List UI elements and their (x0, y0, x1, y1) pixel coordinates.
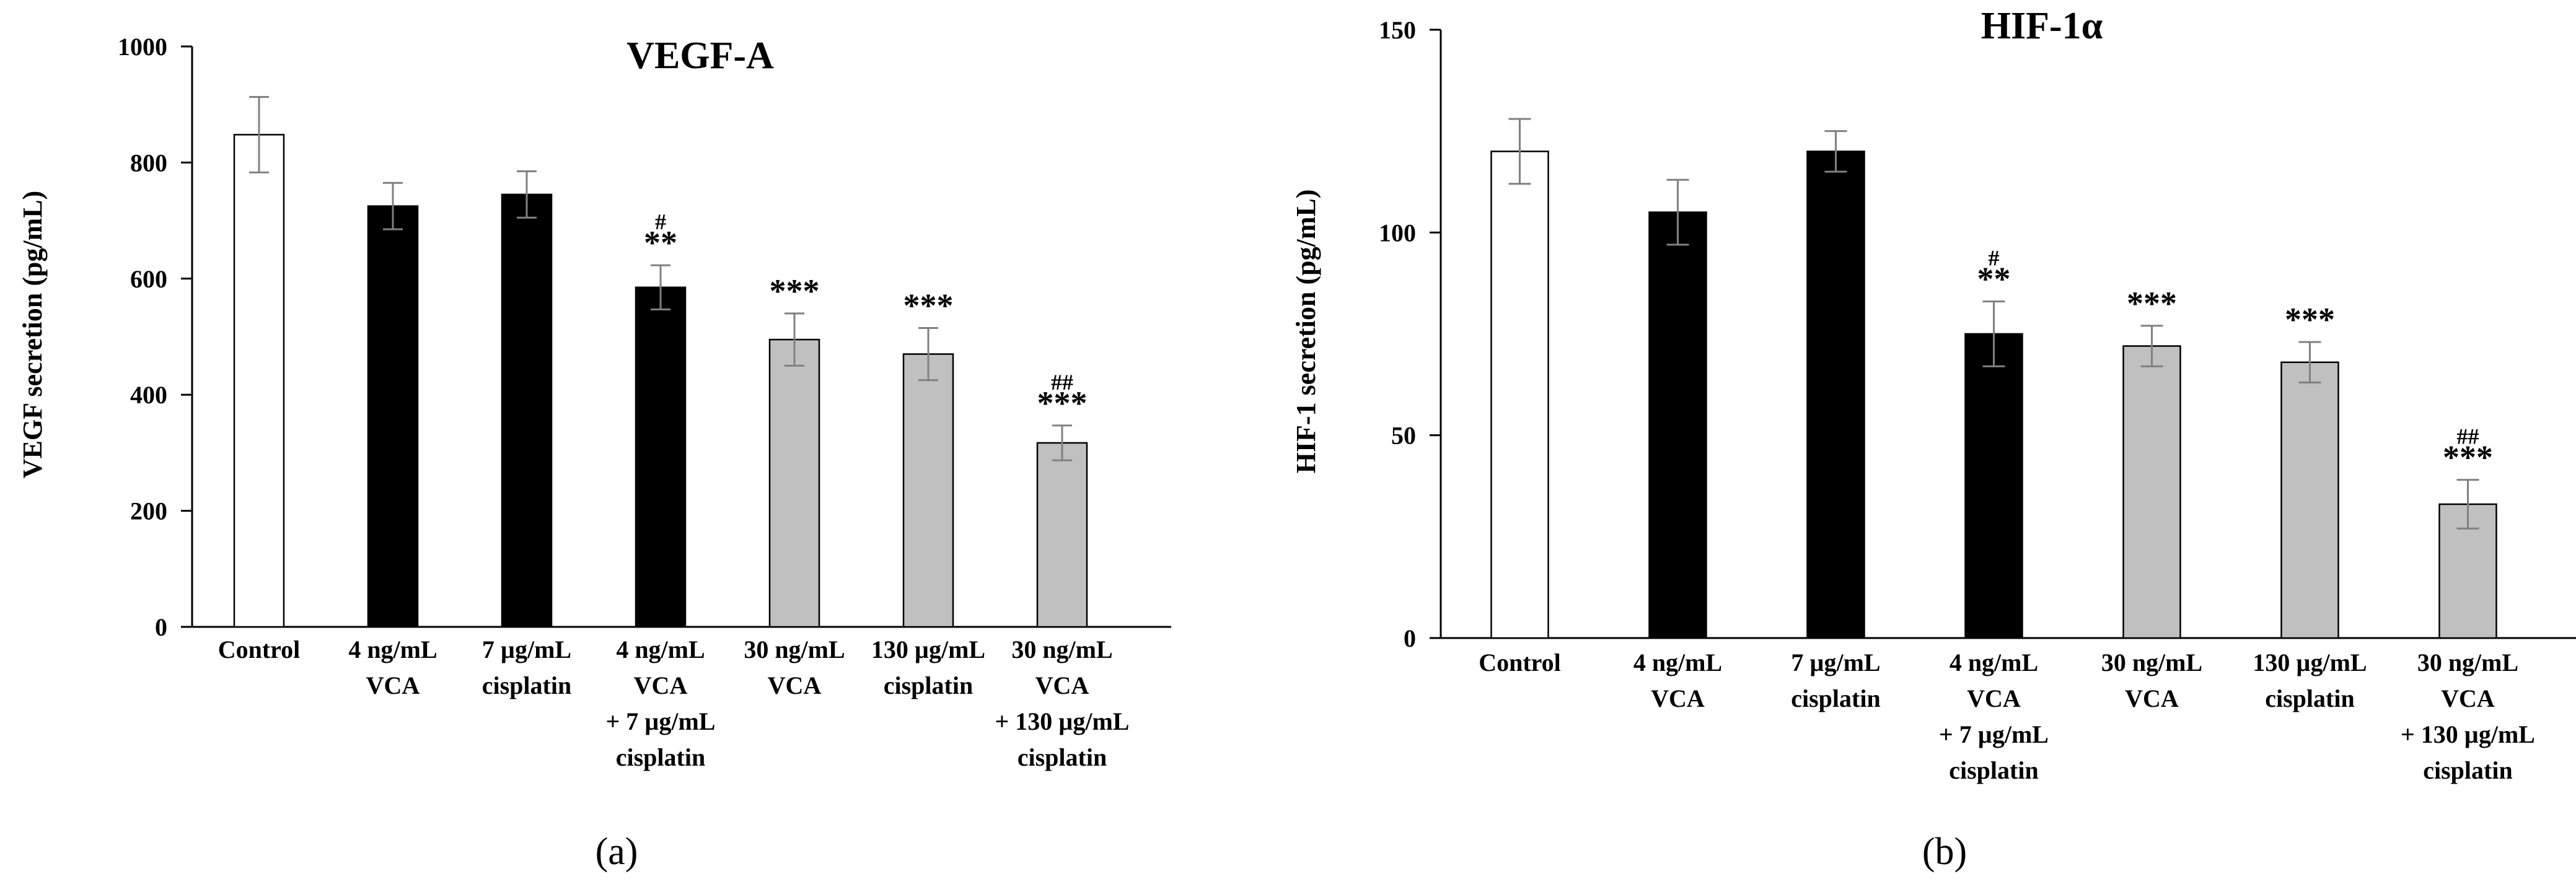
x-tick-label: VCA (2125, 684, 2179, 712)
y-tick-label: 600 (130, 265, 167, 293)
x-tick-label: 30 ng/mL (744, 636, 845, 663)
y-tick-label: 150 (1379, 16, 1416, 44)
x-tick-label: 4 ng/mL (348, 636, 437, 663)
x-tick-label: cisplatin (2423, 756, 2512, 784)
bar (367, 205, 419, 628)
bar (1806, 151, 1865, 639)
significance-stars: *** (903, 287, 954, 324)
bar (1648, 211, 1707, 639)
y-tick-label: 0 (155, 613, 167, 641)
bar (902, 353, 954, 628)
panel-label: (b) (1922, 831, 1967, 873)
x-tick-label: 7 µg/mL (482, 636, 571, 663)
x-tick-label: cisplatin (884, 671, 973, 699)
x-tick-label: + 130 µg/mL (2401, 720, 2535, 748)
significance-hash: ## (1051, 370, 1073, 395)
y-tick-label: 100 (1379, 219, 1416, 247)
x-tick-label: 4 ng/mL (1633, 649, 1722, 676)
chart-vegf-a: VEGF-A VEGF secretion (pg/mL) 0 200 400 600 80… (17, 33, 1171, 873)
panel-label: (a) (596, 831, 638, 873)
chart-hif-1a: HIF-1α HIF-1 secretion (pg/mL) 0 50 100 150 Co… (1291, 5, 2576, 873)
bar (2280, 361, 2339, 639)
x-tick-label: VCA (1035, 671, 1089, 699)
y-tick-label: 400 (130, 381, 167, 409)
x-tick-label: cisplatin (1791, 684, 1880, 712)
bar (2122, 345, 2181, 639)
x-tick-label: VCA (366, 671, 420, 699)
bar (1036, 442, 1088, 628)
x-tick-label: 4 ng/mL (616, 636, 705, 663)
x-tick-label: cisplatin (482, 671, 571, 699)
y-tick-label: 1000 (118, 33, 167, 61)
significance-stars: *** (1037, 385, 1088, 422)
x-tick-label: VCA (768, 671, 822, 699)
bar (1490, 151, 1549, 639)
y-tick-label: 0 (1404, 624, 1416, 652)
x-tick-label: cisplatin (1018, 743, 1107, 771)
x-tick-label: + 7 µg/mL (1939, 720, 2049, 748)
chart-title: VEGF-A (626, 35, 774, 77)
significance-stars: *** (2127, 285, 2177, 322)
x-tick-label: cisplatin (2265, 684, 2354, 712)
x-tick-label: VCA (2441, 684, 2495, 712)
significance-stars: *** (770, 273, 820, 310)
x-tick-label: 30 ng/mL (1011, 636, 1112, 663)
x-tick-label: + 7 µg/mL (606, 707, 716, 735)
significance-hash: # (1989, 246, 2000, 271)
bar (635, 286, 687, 628)
y-axis-label: HIF-1 secretion (pg/mL) (1291, 190, 1321, 474)
y-tick-label: 50 (1391, 422, 1416, 450)
x-tick-label: 130 µg/mL (871, 636, 985, 663)
x-tick-label: cisplatin (616, 743, 705, 771)
bar (1964, 333, 2023, 639)
significance-stars: *** (2285, 301, 2335, 338)
y-axis-label: VEGF secretion (pg/mL) (17, 191, 48, 478)
significance-stars: ** (1977, 261, 2011, 298)
bar (501, 193, 553, 628)
y-tick-label: 200 (130, 497, 167, 525)
x-tick-label: 7 µg/mL (1791, 649, 1880, 676)
chart-title: HIF-1α (1981, 5, 2103, 47)
x-tick-label: VCA (1651, 684, 1705, 712)
x-tick-label: 130 µg/mL (2253, 649, 2367, 676)
x-tick-label: 30 ng/mL (2417, 649, 2518, 676)
y-tick-label: 800 (130, 149, 167, 177)
x-tick-label: Control (1479, 649, 1561, 676)
x-tick-label: 30 ng/mL (2101, 649, 2202, 676)
bar (233, 134, 285, 628)
x-tick-label: Control (218, 636, 301, 663)
bar (768, 338, 820, 628)
x-tick-label: cisplatin (1949, 756, 2038, 784)
significance-stars: ** (644, 224, 677, 261)
x-tick-label: + 130 µg/mL (995, 707, 1130, 735)
significance-stars: *** (2443, 439, 2493, 476)
x-tick-label: VCA (634, 671, 688, 699)
significance-hash: # (655, 209, 666, 234)
x-tick-label: VCA (1967, 684, 2021, 712)
significance-hash: ## (2457, 424, 2479, 449)
x-tick-label: 4 ng/mL (1950, 649, 2038, 676)
